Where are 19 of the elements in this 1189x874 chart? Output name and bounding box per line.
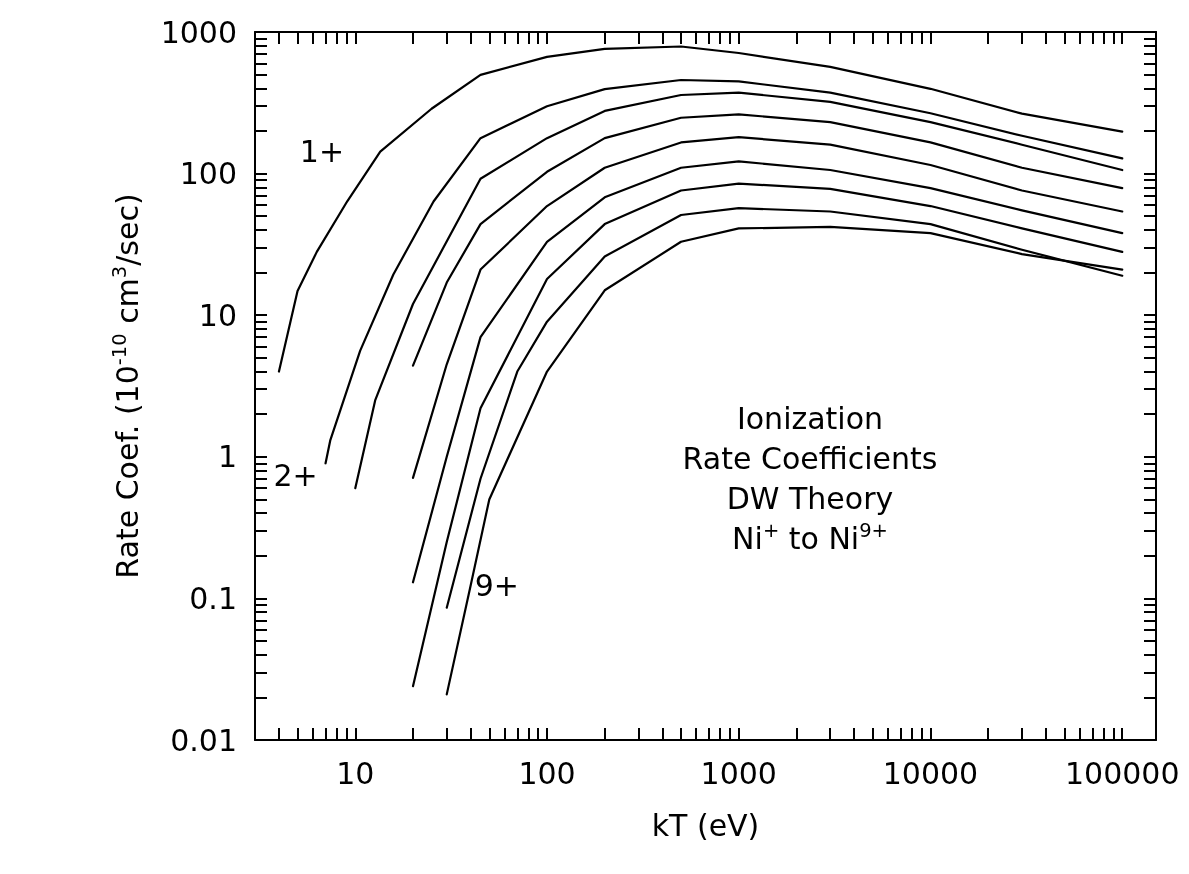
- series-label: 1+: [299, 134, 345, 170]
- annotation: DW Theory: [726, 480, 894, 516]
- series-label: 2+: [273, 457, 318, 493]
- y-tick-label: 0.01: [170, 722, 237, 758]
- y-axis-title: Rate Coef. (10-10 cm3/sec): [107, 193, 145, 579]
- x-axis-title: kT (eV): [651, 807, 760, 843]
- x-tick-label: 100: [518, 755, 576, 791]
- x-tick-label: 100000: [1064, 755, 1180, 791]
- y-tick-label: 1: [217, 439, 237, 475]
- annotation: Ionization: [736, 400, 884, 436]
- y-tick-label: 100: [179, 156, 237, 192]
- y-tick-label: 0.1: [189, 580, 237, 616]
- x-tick-label: 10000: [882, 755, 979, 791]
- x-tick-label: 10: [336, 755, 375, 791]
- x-tick-label: 1000: [700, 755, 777, 791]
- y-tick-label: 10: [198, 297, 237, 333]
- y-tick-label: 1000: [160, 14, 237, 50]
- series-label: 9+: [474, 567, 519, 603]
- annotation: Rate Coefficients: [682, 440, 938, 476]
